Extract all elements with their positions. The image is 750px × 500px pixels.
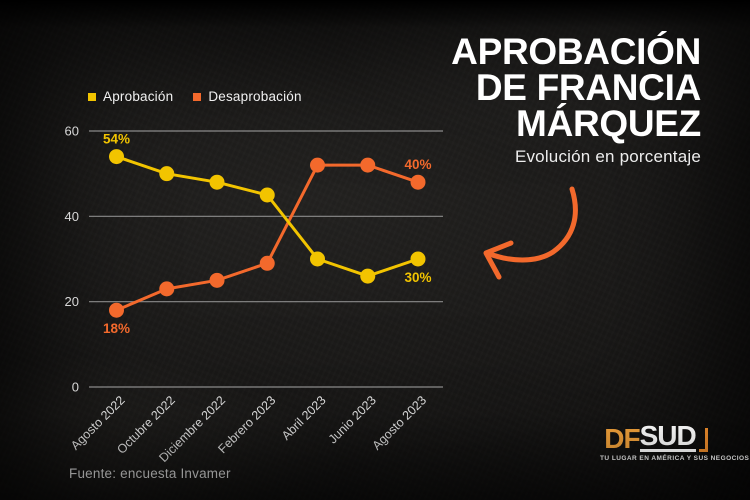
data-point-desaprobación [259,255,275,271]
aprobacion-swatch-icon [88,92,96,101]
data-point-aprobación [259,187,275,203]
legend-item-aprobacion: Aprobación [88,89,173,104]
legend-label-aprobacion: Aprobación [103,89,174,104]
point-label: 18% [103,321,130,336]
data-point-desaprobación [109,302,124,318]
page-title-line-1: APROBACIÓN [451,31,701,72]
legend-item-desaprobacion: Desaprobación [193,89,302,104]
y-tick-label: 60 [65,124,79,139]
page-title-line-2: DE FRANCIA [475,67,701,108]
page-subtitle: Evolución en porcentaje [514,147,701,166]
logo-sud-text: SUD [639,420,697,452]
data-point-aprobación [159,166,175,182]
point-label: 54% [103,132,130,147]
data-point-aprobación [360,268,376,284]
desaprobacion-swatch-icon [193,92,202,101]
chart-legend: Aprobación Desaprobación [88,89,302,104]
data-point-desaprobación [209,272,225,288]
point-label: 40% [404,157,431,172]
data-point-desaprobación [360,157,376,173]
x-axis-label: Junio 2023 [326,393,379,446]
x-axis-label: Agosto 2023 [370,393,430,453]
title-block: APROBACIÓN DE FRANCIA MÁRQUEZ Evolución … [451,31,701,167]
y-tick-label: 20 [65,294,79,309]
data-point-desaprobación [410,174,426,190]
curved-arrow-icon [483,186,578,280]
data-point-aprobación [209,174,225,190]
dfsud-logo: DF SUD TU LUGAR EN AMÉRICA Y SUS NEGOCIO… [600,420,750,463]
legend-label-desaprobacion: Desaprobación [208,89,302,104]
logo-df-text: DF [604,423,640,454]
page-title-line-3: MÁRQUEZ [516,103,701,144]
point-label: 30% [404,270,431,285]
data-point-aprobación [410,251,426,267]
data-point-aprobación [109,149,124,165]
source-note: Fuente: encuesta Invamer [69,466,231,481]
data-point-aprobación [310,251,325,267]
data-point-desaprobación [159,281,175,297]
logo-bracket-icon [698,428,708,452]
y-tick-label: 0 [72,380,79,395]
data-point-desaprobación [310,157,325,173]
logo-tagline: TU LUGAR EN AMÉRICA Y SUS NEGOCIOS [600,455,750,462]
x-axis-label: Abril 2023 [279,393,329,443]
y-tick-label: 40 [65,209,79,224]
